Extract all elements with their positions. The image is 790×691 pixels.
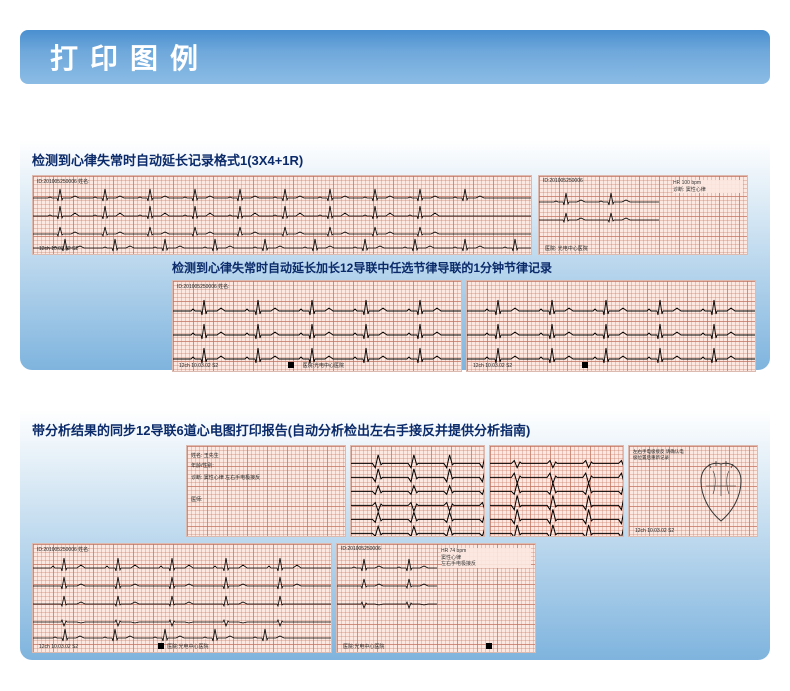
report-chest-leads bbox=[489, 445, 624, 537]
strip-header: ID:201005250006 姓名: bbox=[37, 178, 90, 185]
p1-age: 年龄/性别: bbox=[191, 462, 214, 469]
section1-bottom: 检测到心律失常时自动延长加长12导联中任选节律导联的1分钟节律记录 ID:201… bbox=[172, 259, 758, 372]
report-header-panel: 姓名: 王先生 年龄/性别: 诊断: 窦性心律 左右手电极接反 医师: bbox=[186, 445, 346, 537]
p1-doctor: 医师: bbox=[191, 496, 202, 503]
p1-name: 姓名: 王先生 bbox=[191, 452, 219, 459]
q2-footer: 医院:光电中心医院 bbox=[343, 643, 384, 650]
info-footer: 医院: 光电中心医院 bbox=[545, 245, 588, 252]
rhythm-strip-1: ID:201005250006 姓名: 12ch 10.03.02 S2 医院:… bbox=[172, 280, 462, 372]
page-title: 打印图例 bbox=[50, 37, 210, 77]
ecg-trace-row2 bbox=[33, 204, 532, 224]
ecg-trace-mini bbox=[539, 190, 659, 210]
section1-top-row: ID:201005250006 姓名: 12ch 10.03.02 S2 ID:… bbox=[32, 175, 758, 255]
p4-footer: 12ch 10.03.02 S2 bbox=[635, 528, 674, 534]
section1-bottom-row: ID:201005250006 姓名: 12ch 10.03.02 S2 医院:… bbox=[172, 280, 758, 372]
section2-label: 带分析结果的同步12导联6道心电图打印报告(自动分析检出左右手接反并提供分析指南… bbox=[32, 420, 758, 439]
title-bar: 打印图例 bbox=[20, 30, 770, 84]
ecg-grid bbox=[187, 446, 345, 536]
report-analysis-panel: ID:201005250006 HR 74 bpm 窦性心律 左右手电极接反 医… bbox=[336, 543, 536, 653]
strip-footer: 12ch 10.03.02 S2 bbox=[473, 363, 512, 369]
ecg-trace bbox=[33, 610, 332, 630]
ecg-strip-3x4-1r: ID:201005250006 姓名: 12ch 10.03.02 S2 bbox=[32, 175, 532, 255]
q1-footer-mid: 医院:光电中心医院 bbox=[167, 643, 208, 650]
analysis-values: HR 100 bpm 诊断: 窦性心律 bbox=[673, 180, 743, 193]
report-guide-panel: 左右手电极接反 请确认电极位置后重新记录 12ch 10.03.02 S2 bbox=[628, 445, 758, 537]
p1-diag: 诊断: 窦性心律 左右手电极接反 bbox=[191, 474, 260, 481]
heart-diagram-icon bbox=[691, 456, 751, 526]
ecg-trace bbox=[467, 299, 756, 319]
marker-square bbox=[288, 362, 294, 368]
marker-square bbox=[486, 643, 492, 649]
marker-square bbox=[582, 362, 588, 368]
q2-analysis: HR 74 bpm 窦性心律 左右手电极接反 bbox=[441, 548, 531, 568]
info-diag: 诊断: 窦性心律 bbox=[673, 187, 743, 194]
q1-footer: 12ch 10.03.02 S2 bbox=[39, 644, 78, 650]
q2-header: ID:201005250006 bbox=[341, 546, 381, 552]
ecg-trace bbox=[490, 522, 624, 537]
q1-header: ID:201005250006 姓名: bbox=[37, 546, 90, 553]
report-limb-leads bbox=[350, 445, 485, 537]
ecg-trace-mini2 bbox=[539, 208, 659, 228]
strip-header: ID:201005250006 姓名: bbox=[177, 283, 230, 290]
section1-label-a: 检测到心律失常时自动延长记录格式1(3X4+1R) bbox=[32, 150, 758, 169]
strip-footer-mid: 医院:光电中心医院 bbox=[303, 362, 344, 369]
ecg-info-panel-a: ID:201005250006 HR 100 bpm 诊断: 窦性心律 医院: … bbox=[538, 175, 748, 255]
ecg-trace bbox=[337, 592, 437, 612]
ecg-trace bbox=[351, 522, 485, 537]
ecg-trace bbox=[173, 323, 462, 343]
section2-top-row: 姓名: 王先生 年龄/性别: 诊断: 窦性心律 左右手电极接反 医师: 左右手电… bbox=[32, 445, 758, 537]
strip-footer: 12ch 10.03.02 S2 bbox=[39, 246, 78, 252]
ecg-trace bbox=[33, 556, 332, 576]
marker-square bbox=[158, 643, 164, 649]
section1-label-b: 检测到心律失常时自动延长加长12导联中任选节律导联的1分钟节律记录 bbox=[172, 259, 758, 276]
ecg-trace-row1 bbox=[33, 186, 532, 206]
guide-text: 左右手电极接反 请确认电极位置后重新记录 bbox=[633, 449, 688, 461]
section-12lead-report: 带分析结果的同步12导联6道心电图打印报告(自动分析检出左右手接反并提供分析指南… bbox=[20, 410, 770, 660]
ecg-trace-rhythm bbox=[33, 238, 532, 255]
ecg-trace bbox=[337, 574, 437, 594]
ecg-trace bbox=[337, 556, 437, 576]
rhythm-strip-2: 12ch 10.03.02 S2 bbox=[466, 280, 756, 372]
strip-footer: 12ch 10.03.02 S2 bbox=[179, 363, 218, 369]
info-header: ID:201005250006 bbox=[543, 178, 583, 184]
q2-diag1: 左右手电极接反 bbox=[441, 561, 531, 568]
section2-bottom-row: ID:201005250006 姓名: 12ch 10.03.02 S2 医院:… bbox=[32, 543, 758, 653]
ecg-trace bbox=[33, 592, 332, 612]
ecg-trace bbox=[33, 574, 332, 594]
report-12lead-strip: ID:201005250006 姓名: 12ch 10.03.02 S2 医院:… bbox=[32, 543, 332, 653]
ecg-trace bbox=[467, 323, 756, 343]
ecg-trace bbox=[173, 299, 462, 319]
section-arrhythmia-printouts: 检测到心律失常时自动延长记录格式1(3X4+1R) ID:20100525000… bbox=[20, 140, 770, 370]
